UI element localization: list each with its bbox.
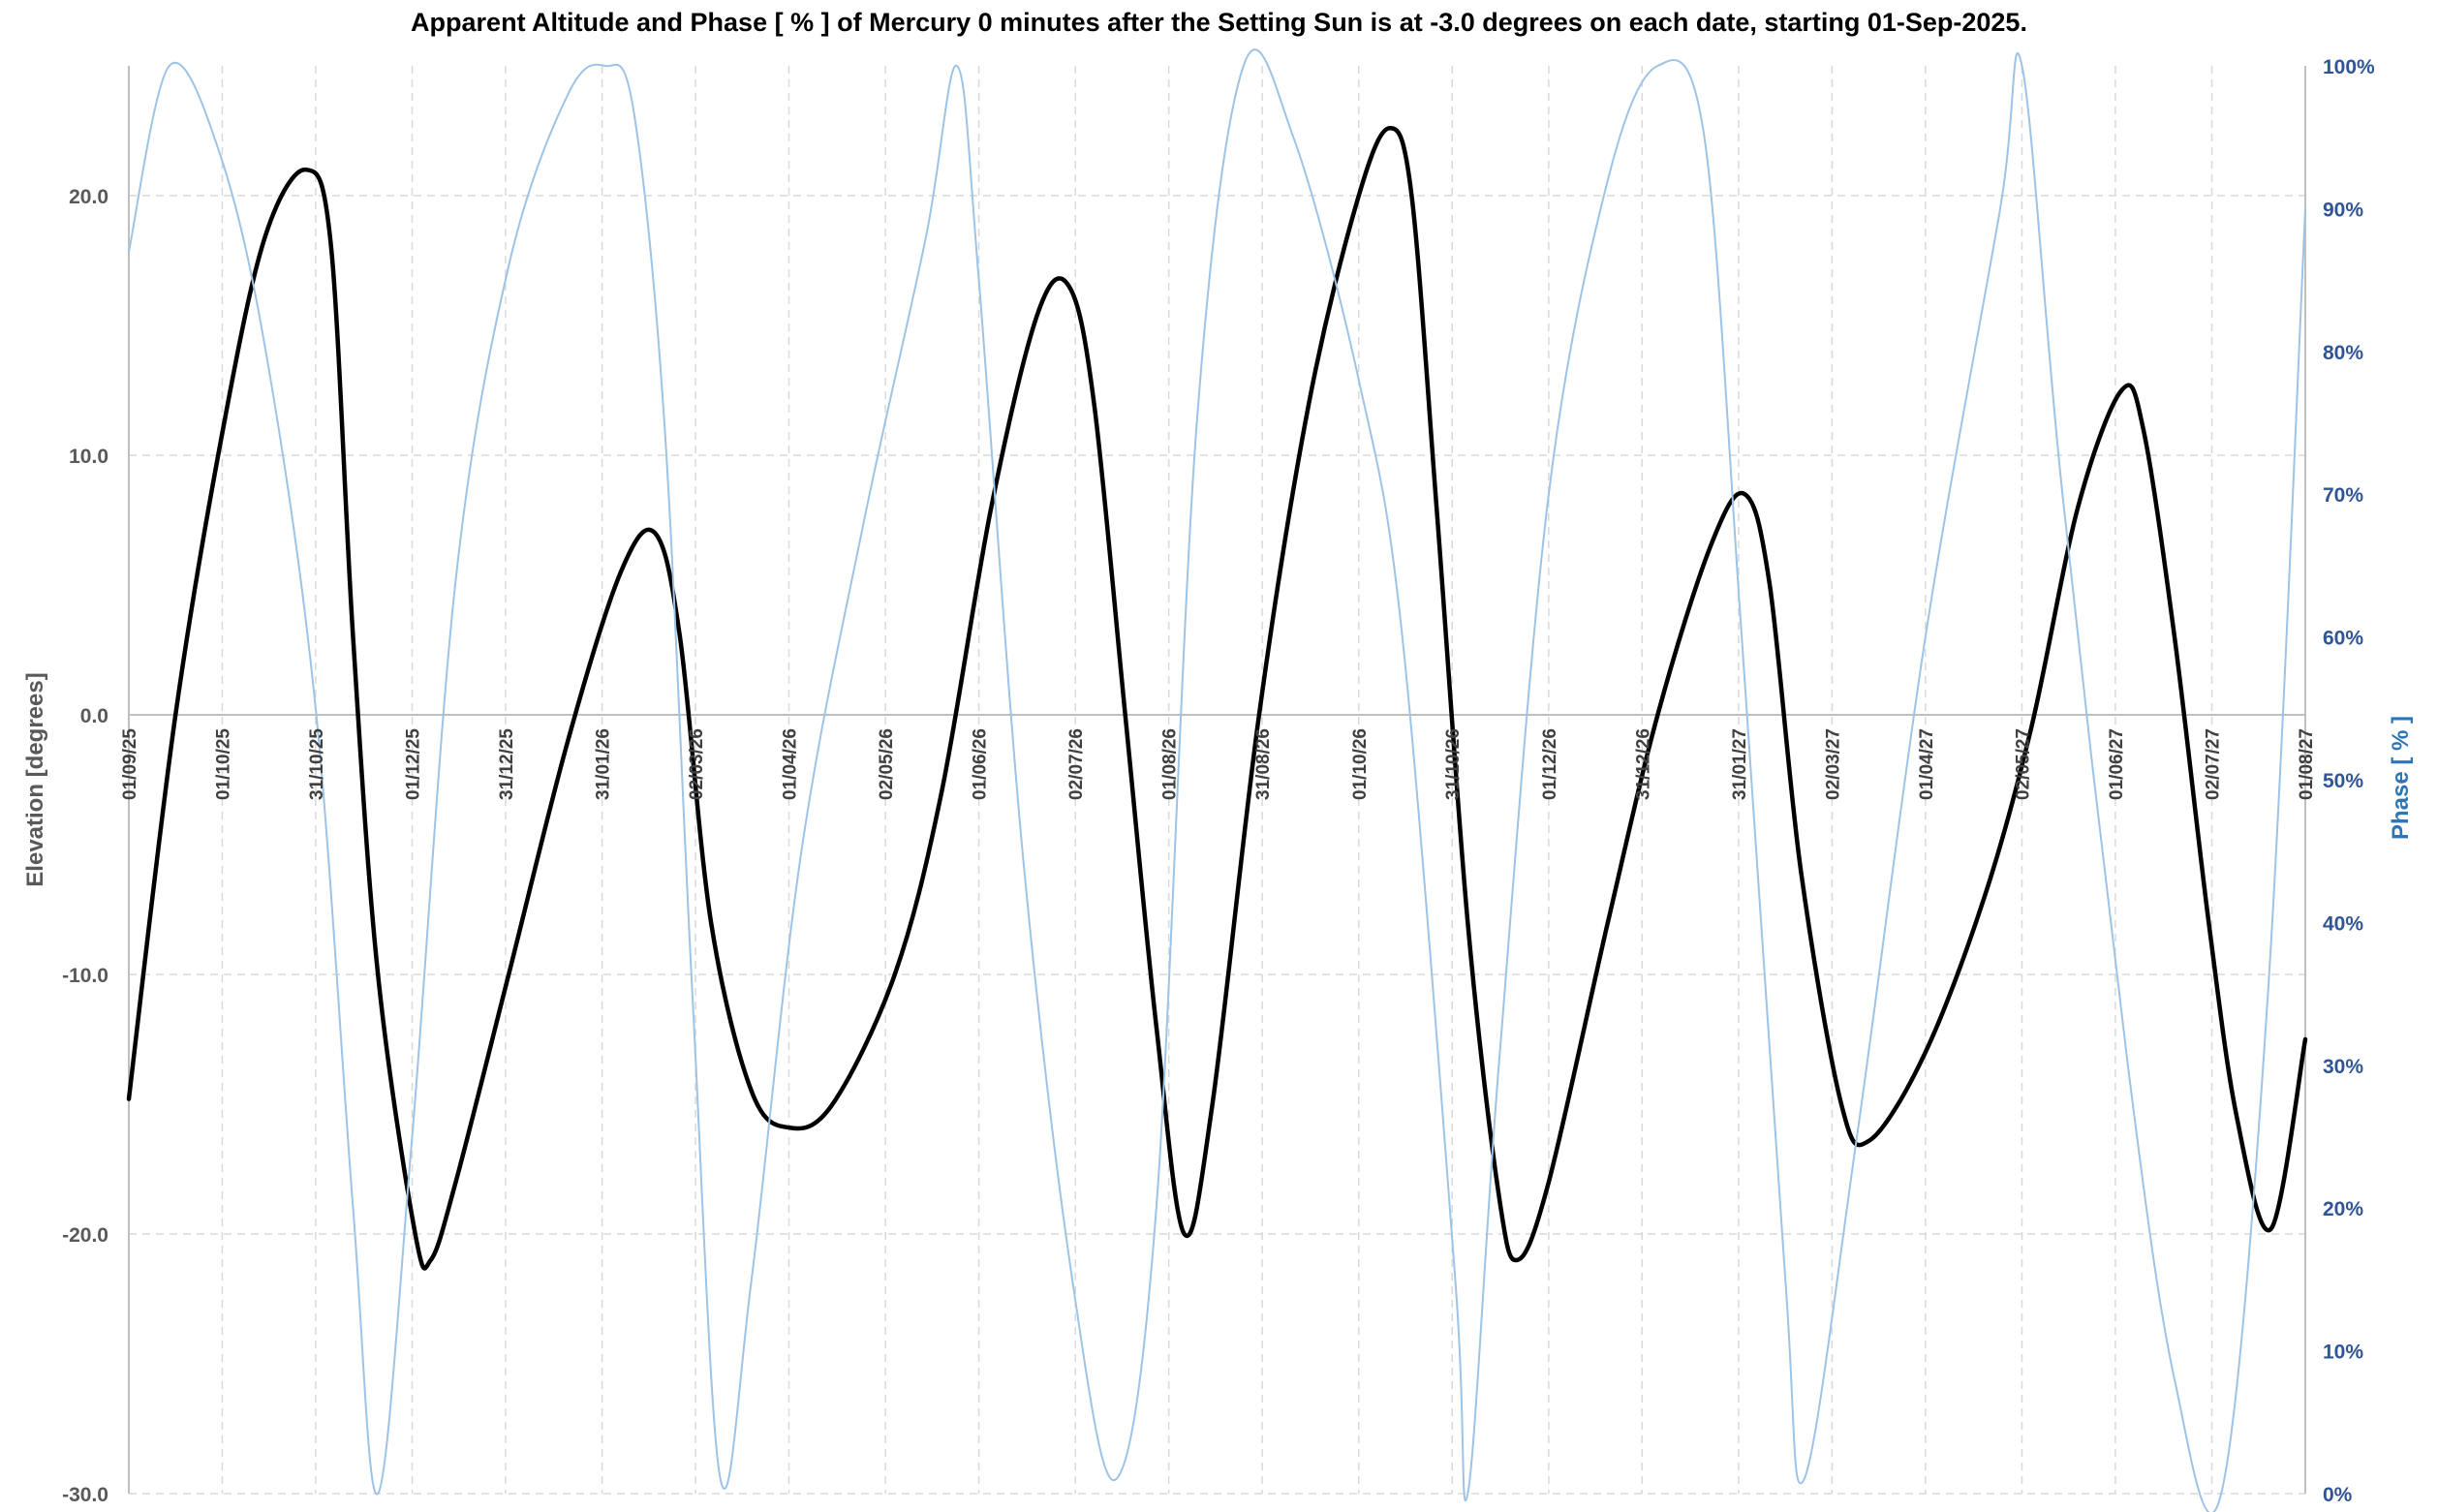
y2-tick-label: 60% [2323, 628, 2363, 650]
grid-lines [129, 66, 2305, 1494]
y2-tick-label: 0% [2323, 1484, 2353, 1506]
y-tick-label: -20.0 [62, 1224, 108, 1247]
y2-tick-label: 40% [2323, 912, 2363, 935]
y2-tick-label: 50% [2323, 770, 2363, 792]
x-tick-label: 02/07/26 [1066, 728, 1087, 800]
x-tick-label: 01/04/26 [781, 728, 801, 800]
x-tick-label: 31/01/27 [1730, 728, 1750, 800]
series-layer [129, 49, 2305, 1512]
y2-tick-label: 20% [2323, 1198, 2363, 1220]
x-tick-label: 31/12/25 [497, 728, 517, 800]
axes [129, 66, 2305, 1494]
y2-tick-label: 30% [2323, 1056, 2363, 1078]
y2-tick-labels: 0% 10% 20% 30% 40% 50% 60% 70% 80% 90% 100% [2323, 56, 2375, 1506]
x-tick-label: 01/09/25 [120, 728, 140, 800]
x-tick-label: 02/03/27 [1823, 728, 1843, 800]
x-tick-label: 31/08/26 [1253, 728, 1274, 800]
y2-tick-label: 100% [2323, 56, 2375, 78]
x-tick-label: 31/10/26 [1443, 728, 1464, 800]
x-tick-labels: 01/09/25 01/10/25 31/10/25 01/12/25 31/12/25… [120, 728, 2317, 800]
y-tick-labels: -30.0 -20.0 -10.0 0.0 10.0 20.0 [62, 186, 108, 1506]
y-tick-label: -10.0 [62, 965, 108, 987]
x-tick-label: 01/12/25 [404, 728, 424, 800]
x-tick-label: 01/08/26 [1160, 728, 1181, 800]
y2-tick-label: 80% [2323, 342, 2363, 364]
y-tick-label: 0.0 [80, 705, 108, 727]
x-tick-label: 01/10/26 [1350, 728, 1371, 800]
y2-tick-label: 10% [2323, 1342, 2363, 1364]
x-tick-label: 02/07/27 [2204, 728, 2224, 800]
x-tick-label: 01/08/27 [2297, 728, 2317, 800]
y2-tick-label: 70% [2323, 484, 2363, 507]
x-tick-label: 02/03/26 [687, 728, 707, 800]
x-tick-label: 01/06/26 [971, 728, 991, 800]
x-tick-label: 01/12/26 [1540, 728, 1560, 800]
phase-series-line [129, 49, 2305, 1512]
x-tick-label: 31/10/25 [307, 728, 327, 800]
y-tick-label: -30.0 [62, 1484, 108, 1506]
y2-axis-label: Phase [ % ] [2388, 716, 2414, 840]
y-axis-label: Elevation [degrees] [22, 672, 48, 886]
y2-tick-label: 90% [2323, 199, 2363, 221]
x-tick-label: 01/10/25 [213, 728, 233, 800]
y-tick-label: 10.0 [69, 446, 108, 468]
x-tick-label: 31/01/26 [594, 728, 614, 800]
x-tick-label: 01/06/27 [2107, 728, 2127, 800]
x-tick-label: 02/05/26 [877, 728, 897, 800]
x-tick-label: 31/12/26 [1633, 728, 1653, 800]
x-tick-label: 02/05/27 [2014, 728, 2034, 800]
y-tick-label: 20.0 [69, 186, 108, 208]
elevation-series-line [129, 128, 2305, 1268]
x-tick-label: 01/04/27 [1917, 728, 1937, 800]
